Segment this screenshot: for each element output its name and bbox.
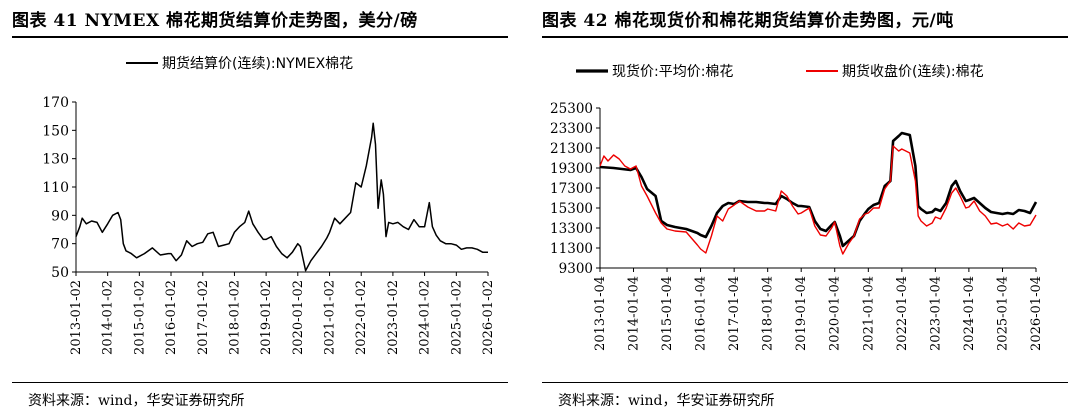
y-tick-label: 90	[51, 208, 69, 224]
figure-title: 图表 41 NYMEX 棉花期货结算价走势图，美分/磅	[12, 11, 418, 31]
figure-41-panel: 图表 41 NYMEX 棉花期货结算价走势图，美分/磅 50 70 90 110 130…	[0, 0, 520, 420]
y-tick-label: 70	[51, 237, 69, 253]
bottom-rule	[542, 382, 1068, 383]
legend-label-1: 期货结算价(连续):NYMEX棉花	[162, 55, 353, 72]
x-tick-label: 2015-01-02	[132, 280, 147, 355]
x-tick-label: 2021-01-02	[323, 280, 338, 355]
china-cotton-chart: 9300 11300 13300 15300 17300 19300 21300 23300 2…	[550, 63, 1044, 351]
legend-label-1: 现货价:平均价:棉花	[612, 63, 733, 80]
y-tick-label: 21300	[550, 141, 593, 157]
y-tick-label: 13300	[550, 221, 593, 237]
x-tick-label: 2016-01-04	[694, 276, 709, 351]
y-tick-label: 19300	[550, 161, 593, 177]
y-tick-label: 23300	[550, 121, 593, 137]
x-tick-label: 2026-01-02	[481, 280, 496, 355]
x-tick-label: 2020-01-04	[828, 276, 843, 351]
series-line-1	[75, 122, 488, 272]
x-tick-label: 2014-01-04	[627, 276, 642, 351]
x-tick-label: 2021-01-04	[861, 276, 876, 351]
title-rule	[12, 36, 508, 38]
x-tick-label: 2024-01-04	[962, 276, 977, 351]
x-tick-label: 2019-01-02	[259, 280, 274, 355]
bottom-rule	[12, 382, 508, 383]
x-tick-label: 2015-01-04	[660, 276, 675, 351]
nymex-cotton-chart: 50 70 90 110 130 150 170 2013-01-02 2014-01-02 20…	[42, 55, 496, 355]
title-rule	[542, 36, 1068, 38]
x-tick-label: 2017-01-04	[727, 276, 742, 351]
x-tick-label: 2022-01-04	[895, 276, 910, 351]
y-tick-label: 17300	[550, 181, 593, 197]
x-tick-label: 2026-01-04	[1029, 276, 1044, 351]
y-tick-label: 110	[42, 180, 69, 196]
y-tick-label: 50	[51, 265, 69, 281]
y-tick-label: 15300	[550, 201, 593, 217]
figure-title: 图表 42 棉花现货价和棉花期货结算价走势图，元/吨	[542, 11, 954, 31]
x-tick-label: 2013-01-02	[69, 280, 84, 355]
y-tick-label: 25300	[550, 101, 593, 117]
y-tick-label: 11300	[550, 241, 593, 257]
series-line-1	[599, 131, 1038, 248]
x-tick-label: 2017-01-02	[196, 280, 211, 355]
x-tick-label: 2025-01-04	[995, 276, 1010, 351]
x-tick-label: 2019-01-04	[794, 276, 809, 351]
series-line-2	[599, 145, 1037, 255]
x-tick-label: 2016-01-02	[164, 280, 179, 355]
x-tick-label: 2013-01-04	[593, 276, 608, 351]
x-tick-label: 2018-01-04	[761, 276, 776, 351]
x-tick-label: 2014-01-02	[101, 280, 116, 355]
y-tick-label: 9300	[559, 261, 593, 277]
legend-label-2: 期货收盘价(连续):棉花	[842, 63, 984, 80]
x-tick-label: 2023-01-02	[386, 280, 401, 355]
y-tick-label: 170	[42, 95, 69, 111]
y-tick-label: 130	[42, 152, 69, 168]
x-tick-label: 2020-01-02	[291, 280, 306, 355]
x-tick-label: 2024-01-02	[418, 280, 433, 355]
x-tick-label: 2018-01-02	[227, 280, 242, 355]
x-tick-label: 2023-01-04	[928, 276, 943, 351]
y-tick-label: 150	[42, 123, 69, 139]
source-note: 资料来源：wind，华安证券研究所	[28, 393, 245, 409]
x-tick-label: 2025-01-02	[449, 280, 464, 355]
x-tick-label: 2022-01-02	[354, 280, 369, 355]
source-note: 资料来源：wind，华安证券研究所	[558, 393, 775, 409]
figure-42-panel: 图表 42 棉花现货价和棉花期货结算价走势图，元/吨 9300 11300 1330…	[530, 0, 1080, 420]
